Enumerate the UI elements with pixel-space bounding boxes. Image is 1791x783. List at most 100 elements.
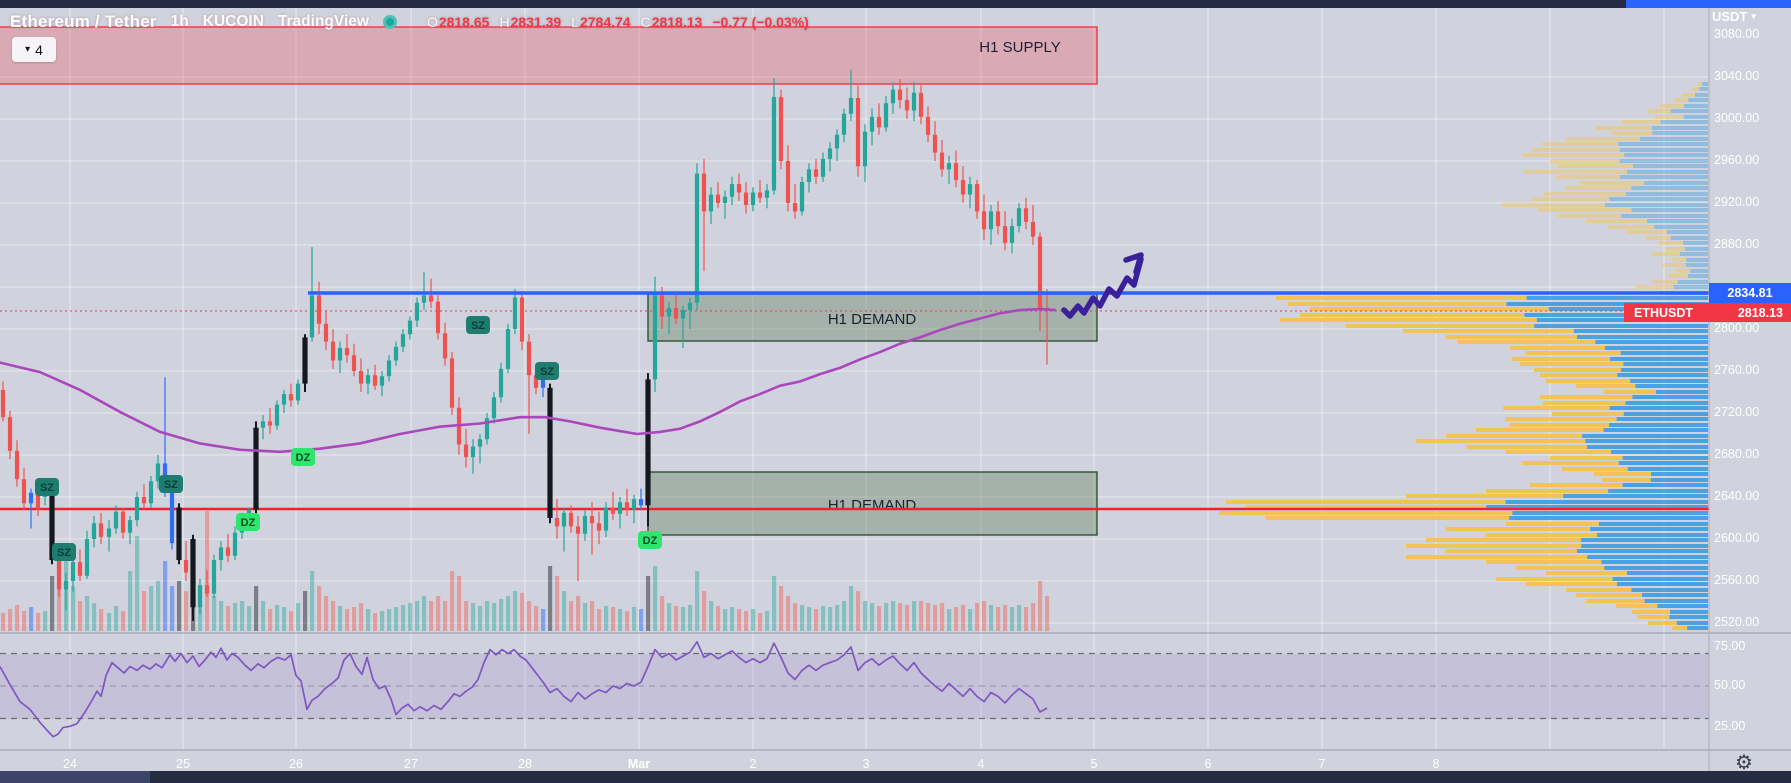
volume-bar <box>128 571 133 631</box>
volume-profile-row <box>1544 192 1626 196</box>
volume-bar <box>366 609 371 631</box>
price-axis-label: 2560.00 <box>1714 573 1760 587</box>
volume-profile-row <box>1496 577 1613 581</box>
candle-body <box>505 329 511 369</box>
candle-body <box>274 404 280 426</box>
volume-bar <box>331 601 336 631</box>
volume-bar <box>394 607 399 631</box>
volume-bar <box>1 613 6 631</box>
settings-gear-icon[interactable]: ⚙ <box>1735 752 1753 774</box>
volume-profile-row <box>1672 258 1687 262</box>
supply-tag[interactable] <box>535 362 559 380</box>
price-axis-label: 2640.00 <box>1714 489 1760 503</box>
demand-tag[interactable] <box>638 531 662 549</box>
candle-body <box>77 562 83 576</box>
volume-profile-row <box>1597 533 1708 537</box>
volume-bar <box>163 561 168 631</box>
volume-profile-row <box>1672 626 1688 630</box>
volume-profile-row <box>1650 478 1708 482</box>
tag-label: SZ <box>471 320 485 332</box>
volume-profile-row <box>1695 93 1708 97</box>
volume-profile-row <box>1685 263 1708 267</box>
platform-label[interactable]: TradingView <box>277 13 369 30</box>
volume-profile-row <box>1346 324 1535 328</box>
volume-profile-row <box>1219 511 1513 515</box>
candle-body <box>953 163 959 180</box>
volume-profile-row <box>1566 588 1632 592</box>
chevron-down-icon: ▾ <box>1751 11 1756 21</box>
volume-profile-row <box>1625 401 1708 405</box>
ma-line[interactable] <box>0 307 1057 454</box>
candle-body <box>876 116 882 128</box>
volume-bar <box>723 609 728 631</box>
supply-tag[interactable] <box>159 475 183 493</box>
volume-bar <box>499 599 504 631</box>
volume-profile-row <box>1603 428 1708 432</box>
interval-label[interactable]: 1h <box>170 13 189 30</box>
candle-body <box>974 184 980 212</box>
volume-bar <box>569 601 574 631</box>
candle-body <box>610 507 616 514</box>
volume-profile-row <box>1526 296 1708 300</box>
volume-bar <box>275 605 280 631</box>
candle-body <box>820 158 826 177</box>
volume-bar <box>142 591 147 631</box>
volume-profile-row <box>1618 142 1708 146</box>
price-axis-label: 2960.00 <box>1714 153 1760 167</box>
candle-body <box>841 113 847 135</box>
volume-profile-row <box>1670 236 1708 240</box>
volume-profile-row <box>1684 104 1708 108</box>
volume-profile-row <box>1540 373 1618 377</box>
volume-bar <box>387 609 392 631</box>
volume-bar <box>78 601 83 631</box>
rsi-line[interactable] <box>0 640 1048 738</box>
demand-tag[interactable] <box>291 448 315 466</box>
volume-profile-row <box>1620 148 1708 152</box>
candle-body <box>701 173 707 212</box>
tag-label: DZ <box>643 535 658 547</box>
volume-profile-row <box>1406 544 1582 548</box>
volume-profile-row <box>1654 225 1708 229</box>
candle-body <box>232 532 238 556</box>
candle-body <box>1037 236 1043 308</box>
candle-body <box>673 308 679 319</box>
change-value: −0.77 (−0.03%) <box>712 14 809 30</box>
candle-body <box>1016 208 1022 227</box>
volume-bar <box>814 609 819 631</box>
volume-profile-row <box>1680 252 1708 256</box>
volume-profile-row <box>1506 450 1612 454</box>
volume-bar <box>884 603 889 631</box>
supply-zone[interactable] <box>0 26 1098 85</box>
volume-profile-row <box>1534 368 1621 372</box>
demand-zone-upper[interactable] <box>647 293 1098 342</box>
candle-body <box>932 134 938 153</box>
candle-body <box>393 346 399 361</box>
supply-tag[interactable] <box>466 316 490 334</box>
currency-dropdown[interactable]: USDT ▾ <box>1712 9 1786 24</box>
volume-profile-row <box>1620 351 1708 355</box>
candle-body <box>561 512 567 527</box>
time-axis-label: 3 <box>862 757 870 771</box>
price-axis-label: 3000.00 <box>1714 111 1760 125</box>
demand-tag[interactable] <box>236 513 260 531</box>
volume-bar <box>422 596 427 631</box>
volume-profile-row <box>1582 434 1708 438</box>
volume-profile-row <box>1558 214 1621 218</box>
candle-body <box>939 152 945 170</box>
candle-body <box>197 585 203 608</box>
candle-count-chip[interactable]: ▾ 4 <box>12 37 56 62</box>
volume-bar <box>240 601 245 631</box>
supply-tag[interactable] <box>35 478 59 496</box>
symbol-title[interactable]: Ethereum / Tether <box>10 12 157 31</box>
volume-bar <box>485 601 490 631</box>
bullish-arrow-drawing[interactable] <box>1061 256 1144 319</box>
candle-body <box>84 539 90 576</box>
volume-profile-row <box>1580 181 1644 185</box>
candle-body <box>49 484 55 560</box>
volume-profile-row <box>1647 219 1708 223</box>
volume-profile-row <box>1300 313 1525 317</box>
supply-tag[interactable] <box>52 543 76 561</box>
volume-bar <box>632 607 637 631</box>
volume-profile-row <box>1617 373 1708 377</box>
